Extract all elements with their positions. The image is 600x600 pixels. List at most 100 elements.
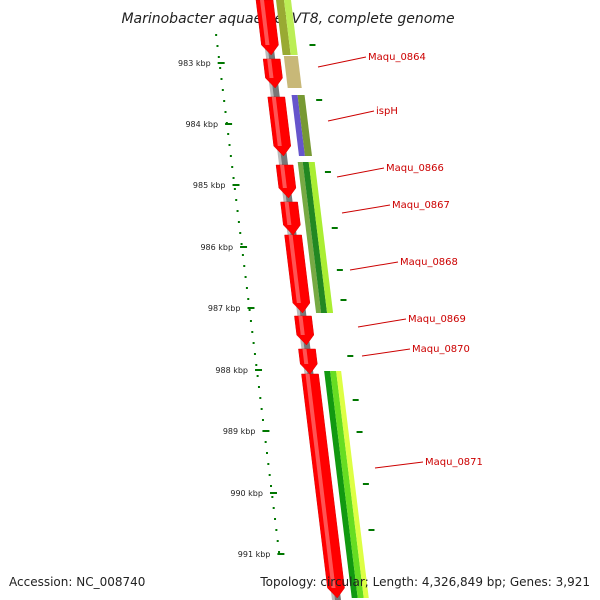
kbp-tick — [262, 430, 270, 432]
ruler-dot — [256, 375, 259, 377]
ruler-dot — [220, 78, 223, 80]
ruler-dot — [224, 111, 227, 113]
ruler-dot — [251, 331, 254, 333]
ruler-dot — [248, 309, 251, 311]
ruler-dot — [244, 276, 247, 278]
ruler-dot — [257, 386, 260, 388]
gene-leader-line — [374, 461, 424, 469]
cds-arrow-maqu-0866-highlight — [280, 165, 287, 188]
kbp-tick-label: 987 kbp — [208, 304, 241, 313]
kbp-tick-label: 984 kbp — [185, 120, 218, 129]
ruler-dot — [243, 265, 246, 267]
gene-label: Maqu_0867 — [392, 200, 450, 211]
ruler-dot — [261, 419, 264, 421]
ruler-dot — [227, 133, 230, 135]
ruler-dot — [274, 518, 277, 520]
kbp-tick-label: 991 kbp — [238, 550, 271, 559]
ruler-dot — [223, 100, 226, 102]
ruler-dot — [241, 254, 244, 256]
ruler-dot — [233, 188, 236, 190]
strand-top-lime — [284, 0, 298, 55]
ruler-dot — [272, 507, 275, 509]
ruler-dot — [265, 452, 268, 454]
ruler-dot — [275, 529, 278, 531]
ruler-dot — [270, 485, 273, 487]
track-marker — [340, 299, 347, 301]
kbp-tick-label: 989 kbp — [223, 427, 256, 436]
ruler-dot — [267, 463, 270, 465]
gene-leader-line — [327, 110, 375, 122]
ruler-dot — [259, 397, 262, 399]
ruler-dot — [232, 177, 235, 179]
track-marker — [324, 171, 331, 173]
gene-leader-line — [361, 348, 411, 357]
strand-dark-green — [302, 162, 328, 313]
kbp-tick-label: 983 kbp — [178, 59, 211, 68]
track-marker — [331, 227, 338, 229]
gene-leader-line — [341, 204, 391, 214]
gene-label: Maqu_0868 — [400, 257, 458, 268]
strand-olive — [297, 95, 312, 156]
ruler-dot — [219, 67, 222, 69]
strand-yellow-2 — [336, 371, 369, 598]
kbp-tick — [225, 123, 233, 125]
track-marker — [347, 355, 354, 357]
ruler-dot — [239, 232, 242, 234]
track-marker — [309, 44, 316, 46]
ruler-dot — [237, 221, 240, 223]
cds-arrow-top-highlight — [260, 0, 270, 45]
kbp-tick — [277, 553, 285, 555]
ruler-dot — [228, 144, 231, 146]
ruler-dot — [245, 287, 248, 289]
gene-label: Maqu_0864 — [368, 52, 426, 63]
kbp-tick — [255, 369, 263, 371]
kbp-tick — [247, 307, 255, 309]
cds-arrow-maqu-0864-highlight — [267, 59, 274, 78]
ruler-dot — [249, 320, 252, 322]
ruler-dot — [268, 474, 271, 476]
gene-leader-line — [357, 318, 407, 328]
ruler-dot — [240, 243, 243, 245]
ruler-dot — [255, 364, 258, 366]
gene-label: Maqu_0871 — [425, 457, 483, 468]
track-marker — [352, 399, 359, 401]
cds-arrow-maqu-0869-highlight — [298, 316, 305, 335]
strand-lime — [308, 162, 334, 313]
kbp-tick-label: 990 kbp — [230, 489, 263, 498]
track-marker — [368, 529, 375, 531]
track-marker — [316, 99, 323, 101]
kbp-tick-label: 985 kbp — [193, 181, 226, 190]
cds-arrow-maqu-0867-highlight — [284, 202, 292, 225]
kbp-tick-label: 986 kbp — [200, 243, 233, 252]
strand-dark-green-2 — [324, 371, 358, 598]
gene-leader-line — [349, 261, 399, 271]
ruler-dot — [247, 298, 250, 300]
gene-label: Maqu_0869 — [408, 314, 466, 325]
track-marker — [336, 269, 343, 271]
cds-arrow-isph-highlight — [271, 97, 282, 146]
ruler-dot — [221, 89, 224, 91]
gene-labels: Maqu_0864 ispH Maqu_0866 Maqu_0867 Maqu_0868… — [317, 52, 483, 469]
ruler-dot — [215, 34, 218, 36]
kbp-tick — [217, 62, 225, 64]
kbp-ticks: 983 kbp 984 kbp 985 kbp 986 kbp 987 kbp 988 k… — [178, 59, 285, 559]
ruler-dot — [217, 56, 220, 58]
kbp-tick — [232, 184, 240, 186]
track-marker — [356, 431, 363, 433]
genome-summary-text: Topology: circular; Length: 4,326,849 bp… — [259, 575, 590, 589]
gene-label: Maqu_0866 — [386, 163, 444, 174]
strand-green-2 — [330, 371, 364, 598]
strand-top-olive — [276, 0, 291, 55]
ruler-dot — [252, 342, 255, 344]
ruler-dot — [271, 496, 274, 498]
ruler-dot — [236, 210, 239, 212]
accession-text: Accession: NC_008740 — [9, 575, 145, 589]
cds-arrow-maqu-0871-highlight — [305, 374, 336, 588]
ruler-dot — [235, 199, 238, 201]
gene-leader-line — [336, 167, 385, 178]
gene-label: ispH — [376, 106, 398, 117]
ruler-dot — [276, 540, 279, 542]
ruler-dot — [260, 408, 263, 410]
ruler-dot — [253, 353, 256, 355]
